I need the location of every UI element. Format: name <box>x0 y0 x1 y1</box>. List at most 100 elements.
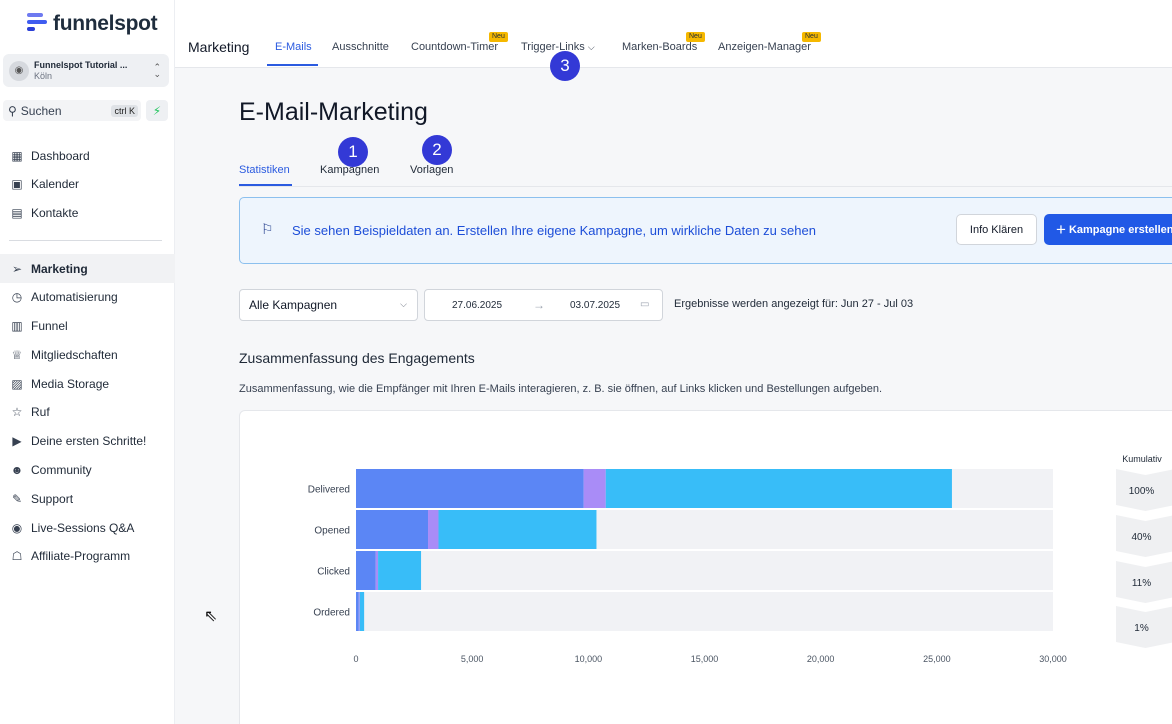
campaign-select[interactable]: Alle Kampagnen ⌵ <box>239 289 418 321</box>
sidebar-item-support[interactable]: ✎ Support <box>0 484 175 513</box>
tab-emails[interactable]: E-Mails <box>275 41 312 53</box>
sidebar-item-automatisierung[interactable]: ◷ Automatisierung <box>0 282 175 311</box>
subtab-statistiken[interactable]: Statistiken <box>239 164 290 176</box>
quick-action-button[interactable]: ⚡ <box>146 100 168 121</box>
mouse-cursor-icon: ⇖ <box>204 608 218 625</box>
tab-anzeigen-manager[interactable]: Anzeigen-Manager <box>718 41 811 53</box>
bar-segment <box>605 469 952 508</box>
sidebar-item-ruf[interactable]: ☆ Ruf <box>0 397 175 426</box>
bar-segment <box>356 551 376 590</box>
account-name: Funnelspot Tutorial ... <box>34 59 128 70</box>
page-title: E-Mail-Marketing <box>239 98 428 126</box>
bar-segment <box>438 510 597 549</box>
date-range-picker[interactable]: 27.06.2025 → 03.07.2025 ▭ <box>424 289 663 321</box>
marker-2: 2 <box>422 135 452 165</box>
bar-segment <box>359 592 365 631</box>
chat-icon: ◉ <box>11 520 23 535</box>
star-icon: ☆ <box>11 404 23 419</box>
sidebar-item-label: Dashboard <box>31 148 90 163</box>
chevron-updown-icon: ⌃ ⌄ <box>153 61 161 79</box>
info-button[interactable]: Info Klären <box>956 214 1037 245</box>
cumulative-value: 40% <box>1131 532 1151 543</box>
plus-icon: + <box>1056 219 1066 239</box>
sidebar-item-kontakte[interactable]: ▤ Kontakte <box>0 198 175 227</box>
subtab-kampagnen[interactable]: Kampagnen <box>320 164 380 176</box>
sidebar-item-marketing[interactable]: ➢ Marketing <box>0 254 175 283</box>
bar-segment <box>375 551 379 590</box>
cumulative-value: 11% <box>1132 578 1151 589</box>
x-tick-label: 0 <box>353 654 358 664</box>
sidebar-item-kalender[interactable]: ▣ Kalender <box>0 169 175 198</box>
users-icon: ☻ <box>10 462 24 477</box>
sidebar-item-deine-ersten-schritte[interactable]: ▶ Deine ersten Schritte! <box>0 426 175 455</box>
sidebar-item-label: Live-Sessions Q&A <box>31 520 135 535</box>
send-icon: ➢ <box>11 261 23 276</box>
date-end[interactable]: 03.07.2025 <box>570 300 621 311</box>
marker-1: 1 <box>338 137 368 167</box>
hand-coin-icon: ☖ <box>11 548 23 563</box>
tab-trigger-links-label: Trigger-Links <box>521 41 585 53</box>
x-tick-label: 15,000 <box>691 654 719 664</box>
cumulative-value: 1% <box>1134 623 1149 634</box>
bar-segment <box>583 469 606 508</box>
lightning-icon: ⚡ <box>152 103 162 118</box>
cumulative-chevron <box>1116 606 1172 648</box>
engagement-chart: Delivered Opened Clicked Ordered 0 5,000 10,00… <box>308 454 1172 664</box>
award-icon: ♕ <box>11 347 23 362</box>
result-range-text: Ergebnisse werden angezeigt für: Jun 27 … <box>674 298 914 310</box>
location-avatar-icon: ◉ <box>9 60 29 81</box>
chevron-down-icon: ⌵ <box>400 299 407 309</box>
new-badge: Neu <box>802 32 821 42</box>
date-start[interactable]: 27.06.2025 <box>452 300 503 311</box>
tab-trigger-links[interactable]: Trigger-Links ⌵ <box>521 41 595 53</box>
sidebar-item-mitgliedschaften[interactable]: ♕ Mitgliedschaften <box>0 340 175 369</box>
subtab-vorlagen[interactable]: Vorlagen <box>410 164 454 176</box>
campaign-select-value: Alle Kampagnen <box>249 298 338 312</box>
x-tick-label: 5,000 <box>461 654 484 664</box>
account-switcher[interactable]: ◉ Funnelspot Tutorial ... Köln ⌃ ⌄ <box>3 54 169 87</box>
category-label: Ordered <box>313 608 350 619</box>
create-campaign-button[interactable]: + Kampagne erstellen <box>1044 214 1172 245</box>
sidebar-item-media-storage[interactable]: ▨ Media Storage <box>0 369 175 398</box>
play-icon: ▶ <box>12 433 22 448</box>
bar-segment <box>356 469 584 508</box>
logo-icon <box>25 13 47 35</box>
sidebar-item-label: Deine ersten Schritte! <box>31 433 147 448</box>
sidebar-item-affiliate-programm[interactable]: ☖ Affiliate-Programm <box>0 541 175 570</box>
bar-segment <box>428 510 439 549</box>
sidebar-item-label: Funnel <box>31 318 68 333</box>
brand-logo[interactable]: funnelspot <box>25 12 158 36</box>
bar-segment <box>356 510 429 549</box>
x-tick-label: 25,000 <box>923 654 951 664</box>
engagement-description: Zusammenfassung, wie die Empfänger mit I… <box>239 383 883 395</box>
bar-segment <box>358 592 360 631</box>
sidebar-divider <box>9 240 162 241</box>
top-bar: Marketing E-Mails Ausschnitte Countdown-… <box>175 0 1172 68</box>
sidebar-item-dashboard[interactable]: ▦ Dashboard <box>0 141 175 170</box>
category-label: Delivered <box>308 485 350 496</box>
search-icon: ⚲ <box>8 103 17 118</box>
sidebar-item-label: Support <box>31 491 74 506</box>
automation-icon: ◷ <box>11 289 23 304</box>
new-badge: Neu <box>686 32 705 42</box>
sidebar-item-funnel[interactable]: ▥ Funnel <box>0 311 175 340</box>
new-badge: Neu <box>489 32 508 42</box>
search-button[interactable]: ⚲ Suchen ctrl K <box>3 100 141 121</box>
search-shortcut: ctrl K <box>111 104 138 117</box>
tab-ausschnitte[interactable]: Ausschnitte <box>332 41 389 53</box>
sidebar-item-community[interactable]: ☻ Community <box>0 455 175 484</box>
x-tick-label: 10,000 <box>575 654 603 664</box>
funnel-icon: ▥ <box>11 318 23 333</box>
engagement-title: Zusammenfassung des Engagements <box>239 350 475 366</box>
calendar-icon[interactable]: ▭ <box>640 299 650 310</box>
sidebar-item-live-sessions-q-a[interactable]: ◉ Live-Sessions Q&A <box>0 513 175 542</box>
flag-icon: ⚐ <box>261 221 274 237</box>
tab-marken-boards[interactable]: Marken-Boards <box>622 41 698 53</box>
bar-segment <box>356 592 359 631</box>
tab-countdown-timer[interactable]: Countdown-Timer <box>411 41 499 53</box>
sidebar-item-label: Community <box>31 462 92 477</box>
section-title: Marketing <box>188 39 250 55</box>
bar-segment <box>378 551 422 590</box>
subtab-divider <box>239 186 1172 187</box>
wrench-icon: ✎ <box>11 491 23 506</box>
